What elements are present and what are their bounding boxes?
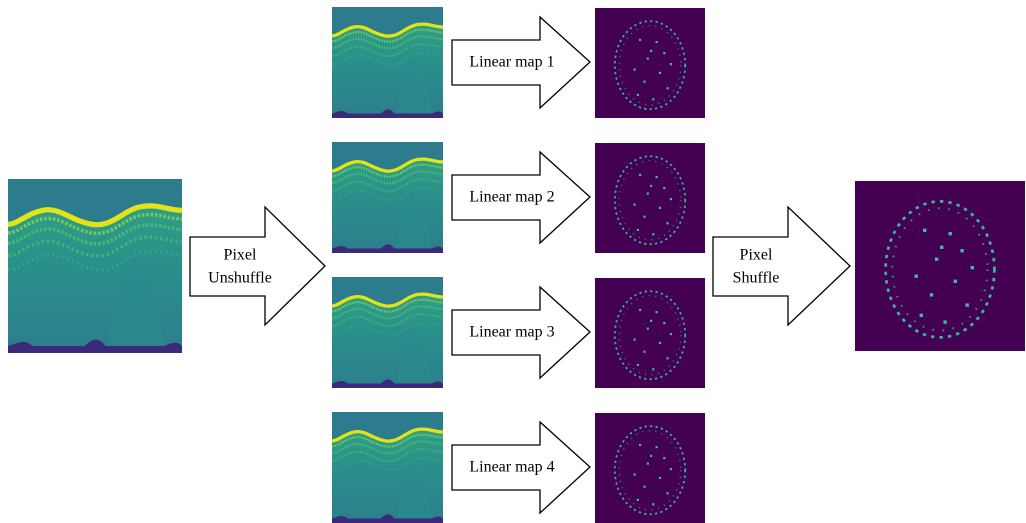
arrow-label: Pixel — [224, 247, 257, 264]
shuffle-arrow — [713, 207, 850, 325]
sub-image — [595, 278, 705, 388]
arrow-label: Shuffle — [733, 270, 780, 287]
sub-sinogram — [332, 142, 443, 253]
sub-sinogram — [332, 7, 443, 118]
sub-image — [595, 8, 705, 118]
arrow-label: Linear map 2 — [469, 189, 554, 206]
sub-image — [595, 413, 705, 523]
arrow-label: Linear map 3 — [469, 324, 554, 341]
arrow-label: Unshuffle — [208, 270, 272, 287]
sub-sinogram — [332, 277, 443, 388]
branches: Linear map 1 Linear map 2 Linear map 3 L… — [332, 7, 705, 523]
arrow-label: Linear map 4 — [469, 459, 554, 476]
sub-image — [595, 143, 705, 253]
diagram: Pixel Unshuffle Linear map 1 Linear map … — [0, 0, 1026, 523]
arrow-label: Pixel — [740, 247, 773, 264]
output-image — [855, 181, 1025, 351]
arrow-label: Linear map 1 — [469, 54, 554, 71]
unshuffle-arrow — [190, 207, 325, 325]
input-sinogram — [8, 179, 182, 353]
sub-sinogram — [332, 412, 443, 523]
